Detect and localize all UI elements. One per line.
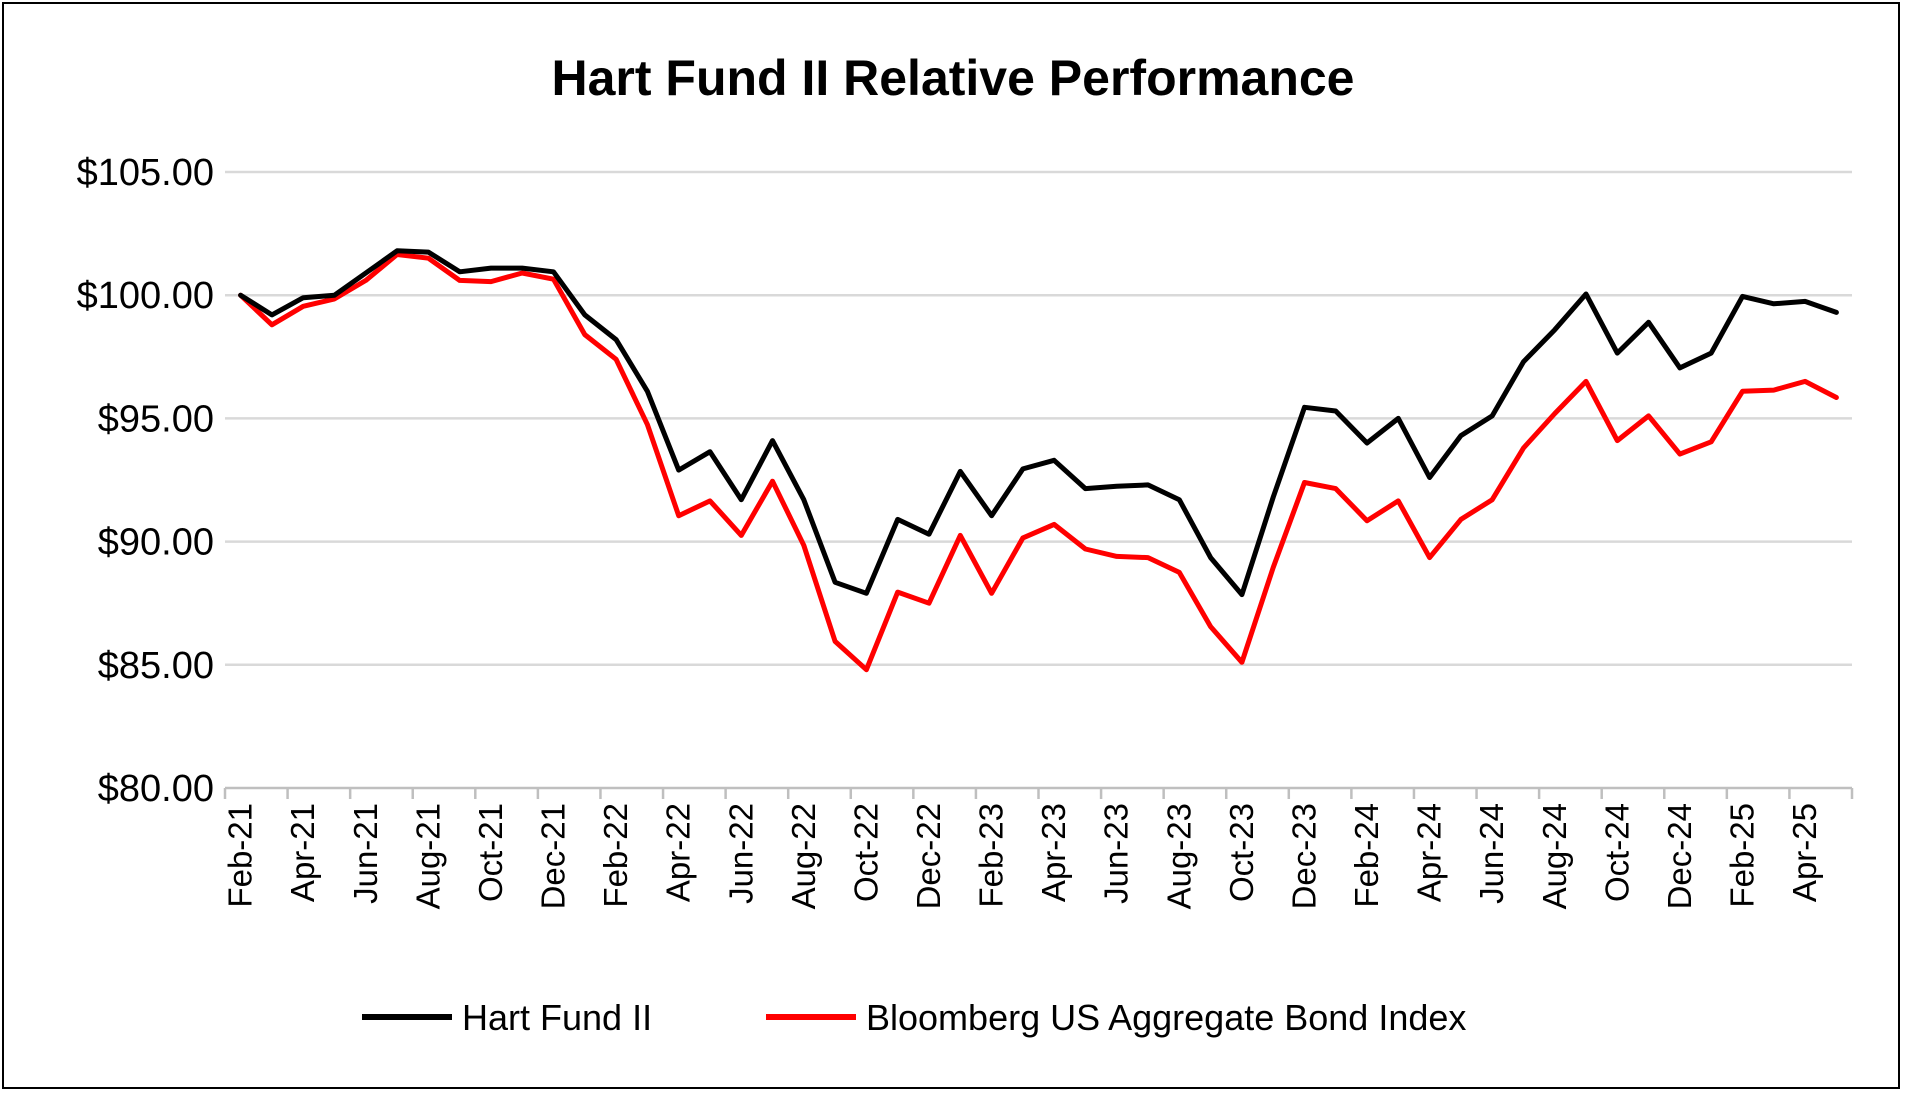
x-tick-label: Aug-24 [1536,803,1573,909]
legend: Hart Fund II Bloomberg US Aggregate Bond … [362,997,1466,1038]
x-tick-label: Dec-24 [1661,803,1698,909]
x-tick-label: Feb-25 [1723,803,1760,908]
x-tick-label: Oct-23 [1223,803,1260,902]
y-tick-label: $100.00 [77,275,214,317]
x-tick-label: Oct-22 [847,803,884,902]
y-tick-label: $95.00 [98,398,214,440]
x-tick-label: Apr-23 [1035,803,1072,902]
y-tick-label: $105.00 [77,152,214,194]
x-tick-label: Aug-21 [409,803,446,909]
gridlines [225,170,1852,667]
x-tick-label: Jun-24 [1473,803,1510,904]
x-tick-label: Feb-21 [222,803,259,908]
x-tick-label: Oct-21 [472,803,509,902]
x-tick-label: Aug-23 [1160,803,1197,909]
x-tick-label: Feb-22 [597,803,634,908]
y-tick-label: $90.00 [98,522,214,564]
x-tick-label: Feb-24 [1348,803,1385,908]
x-axis: Feb-21 Apr-21 Jun-21 Aug-21 Oct-21 Dec-21 Feb-… [222,786,1854,909]
legend-label-1: Bloomberg US Aggregate Bond Index [866,997,1466,1038]
x-tick-label: Dec-23 [1285,803,1322,909]
chart-title: Hart Fund II Relative Performance [551,50,1354,106]
x-tick-label: Apr-25 [1786,803,1823,902]
x-tick-label: Aug-22 [785,803,822,909]
x-tick-label: Jun-23 [1098,803,1135,904]
legend-label-0: Hart Fund II [462,997,652,1038]
x-tick-label: Apr-24 [1411,803,1448,902]
x-tick-label: Jun-21 [347,803,384,904]
x-tick-label: Oct-24 [1598,803,1635,902]
x-tick-label: Apr-22 [660,803,697,902]
series-line-0 [238,248,1839,598]
series-lines [238,248,1839,673]
y-tick-label: $85.00 [98,645,214,687]
series-line-1 [238,252,1839,673]
y-tick-label: $80.00 [98,768,214,810]
x-tick-label: Jun-22 [722,803,759,904]
x-tick-label: Apr-21 [284,803,321,902]
y-axis: $80.00 $85.00 $90.00 $95.00 $100.00 $105.00 [77,152,214,810]
x-tick-label: Dec-21 [535,803,572,909]
x-tick-label: Feb-23 [973,803,1010,908]
x-tick-label: Dec-22 [910,803,947,909]
